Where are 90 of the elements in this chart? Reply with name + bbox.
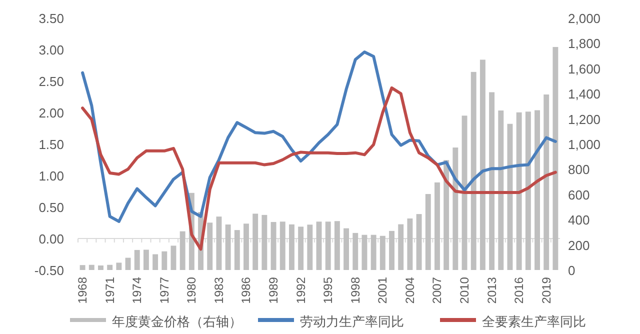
- x-tick-label: 1977: [157, 276, 172, 304]
- bar: [207, 222, 213, 270]
- bar: [425, 194, 431, 270]
- y2-tick-label: 800: [568, 162, 590, 178]
- bar: [134, 250, 140, 270]
- bar: [252, 214, 258, 270]
- x-tick-label: 2004: [402, 276, 417, 304]
- bar: [270, 222, 276, 270]
- x-tick-label: 2007: [430, 276, 444, 304]
- x-tick-label: 1992: [294, 276, 308, 304]
- bar: [370, 234, 376, 270]
- legend-label: 劳动力生产率同比: [300, 314, 404, 329]
- x-tick-label: 2016: [512, 276, 526, 304]
- bar: [125, 258, 131, 270]
- y-tick-label: -0.50: [34, 263, 64, 278]
- y-tick-label: 2.50: [38, 74, 64, 89]
- bar: [152, 254, 158, 270]
- y2-tick-label: 400: [568, 212, 590, 228]
- bar: [298, 226, 304, 270]
- bar: [80, 265, 86, 270]
- bar: [107, 264, 113, 270]
- bar: [216, 216, 222, 270]
- bar: [325, 222, 331, 270]
- bar: [480, 60, 486, 270]
- bar: [234, 230, 240, 270]
- y2-tick-label: 1,400: [568, 86, 601, 102]
- y2-tick-label: 200: [568, 238, 590, 253]
- y-tick-label: 0.50: [38, 200, 64, 215]
- x-tick-label: 2001: [376, 276, 390, 304]
- bar: [162, 251, 168, 270]
- x-tick-label: 1998: [348, 276, 362, 304]
- x-tick-label: 1995: [321, 276, 336, 304]
- bar: [352, 232, 358, 270]
- x-tick-label: 1974: [130, 276, 144, 304]
- x-tick-label: 1980: [184, 276, 199, 304]
- bar: [225, 224, 231, 270]
- bar: [334, 221, 340, 270]
- y-tick-label: 0.00: [38, 232, 64, 246]
- legend-label: 全要素生产率同比: [482, 314, 586, 329]
- bar: [244, 224, 249, 270]
- bar: [398, 224, 404, 270]
- bar: [389, 230, 394, 270]
- bar: [288, 224, 294, 270]
- bar: [262, 214, 268, 270]
- legend-label: 年度黄金价格（右轴）: [112, 314, 242, 329]
- bar: [88, 264, 94, 270]
- bar: [307, 224, 313, 270]
- bar: [380, 236, 386, 270]
- bar: [180, 231, 186, 270]
- y2-tick-label: 1,200: [568, 112, 601, 127]
- y-tick-label: 1.00: [38, 168, 64, 184]
- y-tick-label: 1.50: [38, 137, 64, 152]
- y-tick-label: 2.00: [38, 106, 64, 120]
- y-tick-label: 3.50: [38, 11, 64, 26]
- bar: [470, 72, 476, 270]
- bar: [534, 110, 540, 270]
- x-tick-label: 2019: [539, 276, 554, 304]
- y2-tick-label: 2,000: [568, 11, 601, 26]
- y2-tick-label: 1,800: [568, 36, 601, 52]
- bar: [170, 246, 176, 270]
- y2-tick-label: 0: [568, 263, 576, 278]
- bar: [316, 222, 322, 270]
- bar: [516, 112, 522, 270]
- bar: [452, 148, 458, 270]
- bar: [143, 250, 149, 270]
- bar: [434, 182, 440, 270]
- y2-tick-label: 600: [568, 187, 590, 202]
- y2-tick-label: 1,600: [568, 61, 601, 76]
- bar: [116, 262, 122, 270]
- bar: [98, 265, 104, 270]
- bar: [552, 46, 558, 270]
- x-tick-label: 1971: [102, 276, 117, 304]
- bar: [407, 218, 413, 270]
- bar: [444, 160, 450, 270]
- bar: [489, 92, 495, 270]
- bar: [525, 112, 531, 270]
- x-tick-label: 1986: [239, 276, 254, 304]
- bar: [416, 214, 422, 270]
- x-tick-label: 1989: [266, 276, 281, 304]
- bar: [544, 94, 550, 270]
- x-tick-label: 1983: [212, 276, 226, 304]
- x-tick-label: 2013: [484, 276, 499, 304]
- bar: [280, 222, 286, 270]
- bar: [344, 228, 350, 270]
- x-tick-label: 2010: [458, 276, 472, 304]
- x-tick-label: 1968: [76, 276, 90, 304]
- bar: [498, 110, 504, 270]
- y-tick-label: 3.00: [38, 42, 64, 58]
- y2-tick-label: 1,000: [568, 137, 601, 152]
- bar: [362, 234, 368, 270]
